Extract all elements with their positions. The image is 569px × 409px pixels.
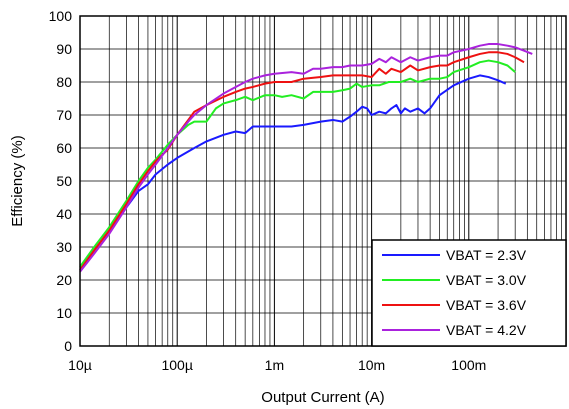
legend-box — [371, 239, 567, 347]
plot-frame — [79, 15, 567, 347]
x-tick-labels: 10µ 100µ 1m 10m 100m — [68, 357, 486, 373]
x-tick-label: 10µ — [68, 357, 92, 373]
series-line-2 — [79, 59, 516, 268]
series-line-1 — [79, 74, 507, 271]
y-tick-label: 0 — [64, 338, 72, 354]
y-tick-label: 100 — [49, 8, 73, 24]
legend: VBAT = 2.3V VBAT = 3.0V VBAT = 3.6V VBAT = … — [371, 239, 567, 347]
y-tick-label: 80 — [56, 74, 72, 90]
y-tick-label: 40 — [56, 206, 72, 222]
y-tick-label: 50 — [56, 173, 72, 189]
series-layer — [79, 43, 533, 273]
y-tick-labels: 0 10 20 30 40 50 60 70 80 90 100 — [49, 8, 73, 354]
y-tick-label: 70 — [56, 107, 72, 123]
y-tick-label: 60 — [56, 140, 72, 156]
y-axis-title: Efficiency (%) — [9, 135, 26, 226]
legend-label: VBAT = 2.3V — [446, 247, 527, 263]
legend-label: VBAT = 4.2V — [446, 322, 527, 338]
y-tick-label: 90 — [56, 41, 72, 57]
y-tick-label: 10 — [56, 305, 72, 321]
y-tick-label: 30 — [56, 239, 72, 255]
y-tick-label: 20 — [56, 272, 72, 288]
x-axis-title: Output Current (A) — [261, 389, 384, 406]
x-tick-label: 10m — [358, 357, 385, 373]
legend-label: VBAT = 3.6V — [446, 297, 527, 313]
legend-label: VBAT = 3.0V — [446, 272, 527, 288]
x-tick-label: 1m — [265, 357, 284, 373]
x-tick-label: 100µ — [161, 357, 192, 373]
x-tick-label: 100m — [451, 357, 486, 373]
series-line-4 — [79, 43, 533, 273]
